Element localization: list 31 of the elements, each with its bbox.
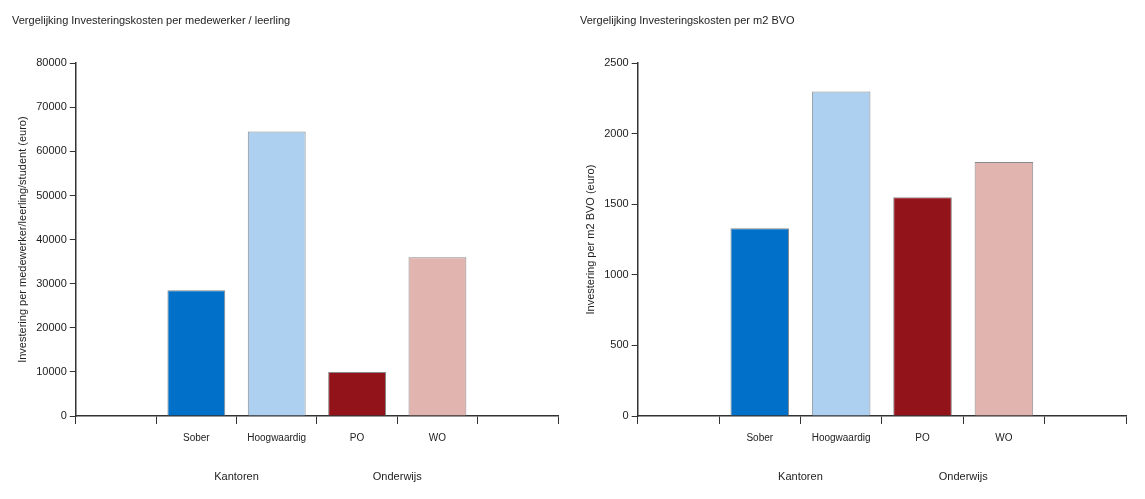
x-tick-label: Hoogwaardig xyxy=(811,431,871,443)
y-tick-label: 2500 xyxy=(604,56,629,69)
x-tick-label: Sober xyxy=(183,431,211,443)
y-tick-label: 60000 xyxy=(36,144,67,157)
x-tick-label: WO xyxy=(995,431,1013,443)
y-tick-label: 50000 xyxy=(36,188,67,201)
y-tick-label: 70000 xyxy=(36,100,67,113)
y-tick-label: 0 xyxy=(60,409,67,422)
y-tick-label: 10000 xyxy=(36,364,67,377)
x-tick-label: Hoogwaardig xyxy=(247,431,307,443)
y-tick-label: 30000 xyxy=(36,276,67,289)
y-axis-title: Investering per m2 BVO (euro) xyxy=(583,164,596,315)
y-tick-label: 80000 xyxy=(36,56,67,69)
x-tick-label: PO xyxy=(349,431,365,443)
y-tick-label: 20000 xyxy=(36,320,67,333)
y-tick-label: 0 xyxy=(622,409,629,422)
text: Kantoren xyxy=(778,469,823,482)
text: Onderwijs xyxy=(938,469,989,482)
text: Onderwijs xyxy=(372,469,423,482)
y-tick-label: 2000 xyxy=(604,126,629,139)
x-tick-label: WO xyxy=(428,431,447,443)
y-tick-label: 40000 xyxy=(36,232,67,245)
y-tick-label: 500 xyxy=(610,338,629,351)
y-axis-title: Investering per medewerker/leerling/student (euro) xyxy=(15,116,28,363)
x-tick-label: Sober xyxy=(746,431,774,443)
text: Kantoren xyxy=(214,469,259,482)
y-tick-label: 1000 xyxy=(604,267,629,280)
chart-title: Vergelijking Investeringskosten per medewerker / leerling xyxy=(12,13,291,26)
x-tick-label: PO xyxy=(915,431,930,443)
y-tick-label: 1500 xyxy=(604,197,629,210)
chart-title: Vergelijking Investeringskosten per m2 BVO xyxy=(580,13,796,26)
